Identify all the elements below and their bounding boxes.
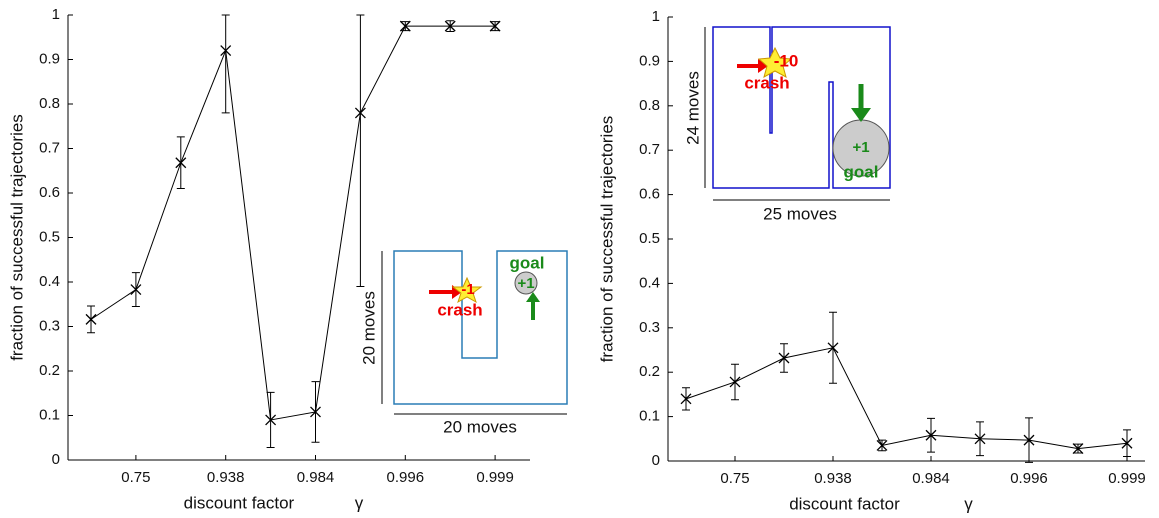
x-tick-label: 0.996 bbox=[1010, 470, 1048, 487]
point-marker bbox=[130, 284, 142, 296]
y-tick-label: 0.9 bbox=[39, 50, 60, 67]
y-tick-label: 0.3 bbox=[639, 319, 660, 336]
y-tick-label: 0.5 bbox=[39, 228, 60, 245]
crash-star bbox=[757, 46, 793, 79]
y-tick-label: 0 bbox=[652, 452, 660, 469]
x-axis-label: discount factor bbox=[184, 493, 295, 512]
series-line bbox=[685, 347, 1128, 450]
point-marker bbox=[444, 20, 456, 32]
height-label: 20 moves bbox=[359, 291, 378, 365]
x-axis-label: discount factor bbox=[789, 494, 900, 513]
goal-label: goal bbox=[510, 253, 545, 272]
x-tick-label: 0.75 bbox=[720, 470, 749, 487]
goal-reward: +1 bbox=[852, 139, 869, 156]
y-tick-label: 0.1 bbox=[39, 406, 60, 423]
width-label: 25 moves bbox=[763, 204, 837, 223]
y-tick-label: 1 bbox=[52, 6, 60, 23]
series-line bbox=[90, 25, 496, 421]
y-tick-label: 0.8 bbox=[639, 97, 660, 114]
plot: 0 0.1 0.2 0.3 0.4 0.5 0.6 0.7 0.8 0.9 1 0.75 0.938 0.… bbox=[7, 6, 530, 512]
point-marker bbox=[729, 376, 741, 388]
y-tick-label: 0.9 bbox=[639, 52, 660, 69]
crash-label: crash bbox=[437, 300, 482, 319]
x-tick-label: 0.984 bbox=[912, 470, 950, 487]
maze-outline bbox=[712, 26, 891, 189]
height-label: 24 moves bbox=[683, 71, 702, 145]
point-marker bbox=[354, 107, 366, 119]
error-bar bbox=[221, 14, 230, 114]
inset-left: -1 crash +1 goal 20 moves 20 moves bbox=[359, 250, 568, 436]
point-marker bbox=[220, 45, 232, 57]
point-marker bbox=[1023, 434, 1035, 446]
x-tick-label: 0.984 bbox=[297, 469, 335, 486]
y-tick-label: 0.2 bbox=[39, 362, 60, 379]
inset-right: -10 crash +1 goal 24 moves 25 moves bbox=[683, 26, 891, 223]
error-bar bbox=[356, 14, 365, 287]
crash-star bbox=[451, 276, 483, 304]
point-marker bbox=[876, 440, 888, 451]
goal-reward: +1 bbox=[517, 275, 534, 292]
y-tick-label: 0.7 bbox=[639, 141, 660, 158]
point-marker bbox=[1121, 437, 1133, 449]
point-marker bbox=[778, 352, 790, 364]
point-marker bbox=[1072, 443, 1084, 455]
width-label: 20 moves bbox=[443, 417, 517, 436]
point-marker bbox=[974, 433, 986, 445]
y-tick-label: 0.4 bbox=[39, 273, 60, 290]
point-marker bbox=[265, 414, 277, 426]
x-tick-label: 0.938 bbox=[814, 470, 852, 487]
y-tick-label: 0.2 bbox=[639, 363, 660, 380]
x-tick-label: 0.999 bbox=[1108, 470, 1146, 487]
x-tick-label: 0.75 bbox=[121, 469, 150, 486]
point-marker bbox=[925, 429, 937, 441]
x-tick-label: 0.938 bbox=[207, 469, 245, 486]
crash-reward: -10 bbox=[774, 51, 799, 70]
y-tick-label: 0.1 bbox=[639, 408, 660, 425]
x-axis-symbol: γ bbox=[355, 493, 364, 512]
y-tick-label: 0 bbox=[52, 451, 60, 468]
x-tick-label: 0.999 bbox=[476, 469, 514, 486]
y-axis-label: fraction of successful trajectories bbox=[7, 114, 26, 361]
y-tick-label: 1 bbox=[652, 8, 660, 25]
y-tick-label: 0.3 bbox=[39, 317, 60, 334]
goal-circle bbox=[514, 271, 538, 295]
goal-label: goal bbox=[844, 162, 879, 181]
x-axis-symbol: γ bbox=[964, 494, 973, 513]
point-marker bbox=[680, 393, 692, 405]
y-tick-label: 0.6 bbox=[39, 184, 60, 201]
arrow-head bbox=[526, 292, 540, 302]
arrow-head bbox=[758, 59, 768, 73]
x-tick-label: 0.996 bbox=[387, 469, 425, 486]
arrow-head bbox=[851, 108, 871, 122]
point-marker bbox=[827, 342, 839, 354]
crash-label: crash bbox=[744, 73, 789, 92]
y-tick-label: 0.4 bbox=[639, 274, 660, 291]
point-marker bbox=[175, 157, 187, 169]
y-tick-label: 0.6 bbox=[639, 186, 660, 203]
y-tick-label: 0.7 bbox=[39, 139, 60, 156]
point-marker bbox=[399, 20, 411, 32]
crash-reward: -1 bbox=[461, 281, 474, 298]
point-marker bbox=[85, 313, 97, 325]
y-tick-label: 0.5 bbox=[639, 230, 660, 247]
maze-outline bbox=[393, 250, 568, 405]
y-axis-label: fraction of successful trajectories bbox=[597, 116, 616, 363]
y-tick-label: 0.8 bbox=[39, 95, 60, 112]
point-marker bbox=[310, 406, 321, 418]
plot: 0 0.1 0.2 0.3 0.4 0.5 0.6 0.7 0.8 0.9 1 0.75 0.938 0.… bbox=[597, 8, 1145, 514]
point-marker bbox=[489, 20, 501, 32]
